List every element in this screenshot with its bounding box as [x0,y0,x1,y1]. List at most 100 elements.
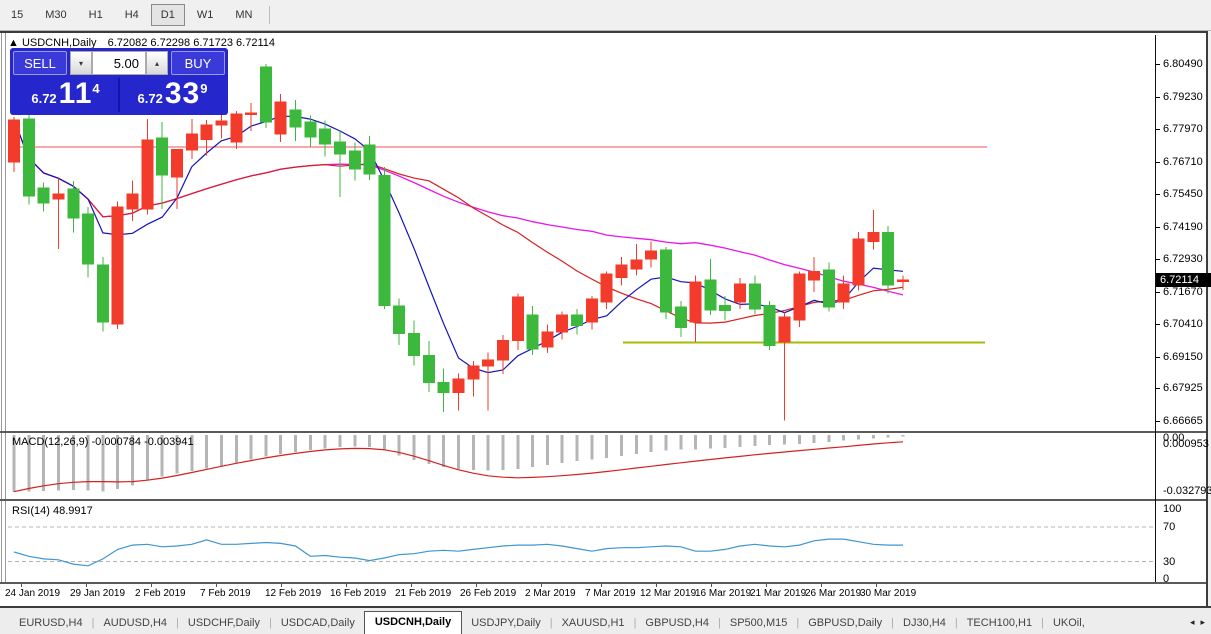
buy-price-display[interactable]: 6.72 33 9 [120,78,225,112]
timeframe-button-h4[interactable]: H4 [124,9,139,21]
macd-signal-line [13,441,904,493]
volume-increase-button[interactable]: ▴ [146,51,168,75]
candle-body [422,355,435,383]
panel-separator[interactable] [0,499,1206,501]
candle-body [763,304,776,347]
date-axis-tick [766,584,767,587]
sell-price-display[interactable]: 6.72 11 4 [13,78,118,112]
date-axis-label: 12 Mar 2019 [640,588,697,599]
chart-ohlc-values: 6.72082 6.72298 6.71723 6.72114 [107,37,275,49]
chart-tab-ukoil-[interactable]: UKOil, [1052,617,1085,629]
macd-histogram-bar [531,435,535,467]
macd-axis-label: 0.000953 [1163,438,1209,450]
chart-tab-dj30-h4[interactable]: DJ30,H4 [903,617,946,629]
tab-separator: | [891,617,895,629]
sell-button[interactable]: SELL [13,51,67,75]
date-axis-label: 30 Mar 2019 [860,588,917,599]
window-left-edge [0,33,8,582]
macd-histogram-bar [427,435,431,465]
price-chart-canvas[interactable] [8,35,1155,431]
tab-scroll-arrows: ◂ ▸ [1187,617,1208,628]
price-axis-tick [1156,291,1160,293]
macd-histogram-bar [145,435,149,481]
chart-tab-usdjpy-daily[interactable]: USDJPY,Daily [471,617,541,629]
candle-body [615,264,628,278]
spinner-down-icon: ▾ [78,58,83,68]
quote-divider [118,78,120,112]
volume-input[interactable]: 5.00 [92,51,146,75]
macd-histogram-bar [279,435,283,455]
macd-histogram-bar [131,435,135,486]
macd-histogram-bar [753,435,757,446]
macd-histogram-bar [575,435,579,462]
chart-tab-usdcad-daily[interactable]: USDCAD,Daily [280,617,355,629]
date-axis[interactable]: 24 Jan 2019 29 Jan 2019 2 Feb 2019 7 Feb 20… [0,584,1206,606]
date-axis-label: 21 Mar 2019 [750,588,807,599]
date-axis-label: 21 Feb 2019 [395,588,452,599]
timeframe-button-m30[interactable]: M30 [45,9,67,21]
current-price-tag: 6.72114 [1156,273,1211,288]
macd-histogram-bar [160,435,164,477]
macd-histogram-bar [649,435,653,452]
date-axis-tick [656,584,657,587]
macd-axis-label: 0.00 [1163,432,1185,444]
candle-body [704,279,717,311]
chart-tab-gbpusd-daily[interactable]: GBPUSD,Daily [808,617,883,629]
tab-separator: | [91,617,95,629]
buy-button[interactable]: BUY [171,51,225,75]
volume-decrease-button[interactable]: ▾ [70,51,92,75]
chart-tab-gbpusd-h4[interactable]: GBPUSD,H4 [645,617,709,629]
date-axis-tick [541,584,542,587]
macd-histogram-bar [116,435,120,489]
rsi-axis-label: 30 [1163,556,1176,568]
date-axis-label: 24 Jan 2019 [5,588,61,599]
chart-tab-tech100-h1[interactable]: TECH100,H1 [966,617,1033,629]
date-axis-tick [411,584,412,587]
macd-histogram-bar [338,435,342,448]
chart-tab-eurusd-h4[interactable]: EURUSD,H4 [19,617,83,629]
price-axis-tick [1156,194,1160,195]
candle-body [467,365,480,380]
macd-histogram-bar [560,435,564,463]
timeframe-button-d1[interactable]: D1 [150,4,185,26]
rsi-label: RSI(14) 48.9917 [12,505,93,517]
macd-histogram-bar [827,435,831,442]
macd-histogram-bar [782,435,786,445]
buy-price-prefix: 6.72 [137,91,163,106]
macd-histogram-bar [190,435,194,472]
chart-tab-xauusd-h1[interactable]: XAUUSD,H1 [561,617,625,629]
candle-body [348,150,361,170]
timeframe-button-h1[interactable]: H1 [88,9,103,21]
chart-tab-audusd-h4[interactable]: AUDUSD,H4 [103,617,168,629]
macd-histogram-bar [264,435,268,457]
macd-histogram-bar [457,435,460,470]
chart-tab-usdcnh-daily[interactable]: USDCNH,Daily [363,611,463,634]
tab-scroll-right-icon[interactable]: ▸ [1200,617,1205,627]
date-axis-tick [21,584,22,587]
macd-panel-canvas[interactable] [8,433,1155,499]
macd-histogram-bar [56,435,60,491]
macd-histogram-bar [175,435,179,474]
candle-body [778,316,791,343]
rsi-panel-canvas[interactable] [8,501,1155,582]
macd-histogram-bar [857,435,861,440]
date-axis-label: 2 Mar 2019 [525,588,576,599]
sell-price-prefix: 6.72 [31,91,57,106]
chart-tab-sp500-m15[interactable]: SP500,M15 [729,617,788,629]
timeframe-button-15[interactable]: 15 [11,9,24,21]
macd-histogram-bar [842,435,846,441]
chart-tab-bar: EURUSD,H4 | AUDUSD,H4 | USDCHF,Daily | USDCAD,… [0,606,1211,634]
timeframe-button-w1[interactable]: W1 [196,9,214,21]
candle-body [304,121,317,138]
timeframe-button-mn[interactable]: MN [235,9,253,21]
candle-body [82,213,95,265]
panel-separator[interactable] [0,431,1206,433]
macd-histogram-bar [234,435,238,463]
collapse-arrow-icon[interactable]: ▲ [8,37,19,49]
chart-tab-usdchf-daily[interactable]: USDCHF,Daily [187,617,260,629]
macd-histogram-bar [694,435,698,450]
tab-scroll-left-icon[interactable]: ◂ [1189,617,1195,627]
panel-separator[interactable] [0,582,1206,584]
macd-histogram-bar [590,435,594,460]
